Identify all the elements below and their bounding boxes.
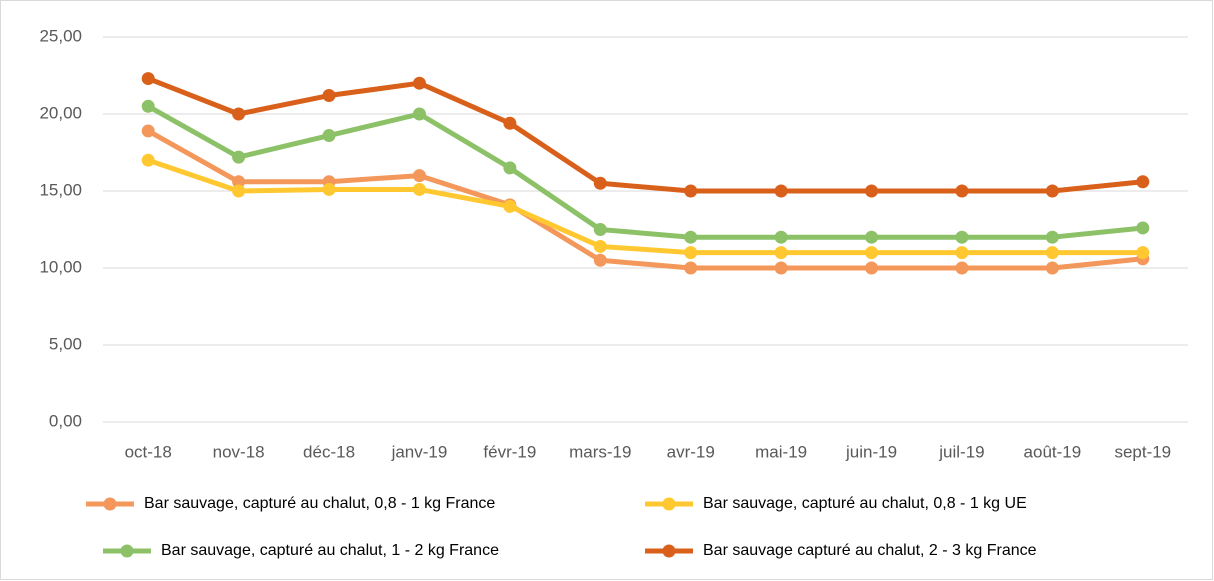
- point: [684, 261, 698, 275]
- x-tick-label: nov-18: [213, 442, 265, 461]
- point: [684, 246, 698, 260]
- point: [322, 182, 336, 196]
- point: [1045, 246, 1059, 260]
- point: [684, 184, 698, 198]
- x-tick-label: août-19: [1024, 442, 1082, 461]
- legend-label: Bar sauvage, capturé au chalut, 1 - 2 kg…: [161, 542, 499, 559]
- x-tick-label: févr-19: [483, 442, 536, 461]
- point: [593, 253, 607, 267]
- point: [1136, 246, 1150, 260]
- legend-marker: [662, 544, 676, 558]
- x-tick-label: avr-19: [667, 442, 715, 461]
- legend-label: Bar sauvage, capturé au chalut, 0,8 - 1 …: [144, 495, 495, 512]
- point: [141, 124, 155, 138]
- y-tick-label: 25,00: [39, 26, 82, 45]
- point: [593, 223, 607, 236]
- point: [1045, 184, 1059, 198]
- y-tick-label: 0,00: [49, 411, 82, 430]
- legend: Bar sauvage, capturé au chalut, 0,8 - 1 …: [86, 495, 1037, 559]
- point: [865, 230, 879, 244]
- series-line: [146, 128, 1144, 271]
- legend-marker: [662, 497, 676, 511]
- point: [865, 261, 879, 275]
- legend-marker: [103, 497, 117, 511]
- point: [322, 129, 336, 143]
- point: [593, 239, 607, 253]
- point: [593, 176, 607, 190]
- legend-label: Bar sauvage, capturé au chalut, 0,8 - 1 …: [703, 495, 1027, 512]
- x-tick-label: mars-19: [569, 442, 631, 461]
- y-tick-label: 5,00: [49, 334, 82, 353]
- y-tick-label: 10,00: [39, 257, 82, 276]
- point: [232, 175, 246, 189]
- point: [684, 230, 698, 244]
- point: [865, 184, 879, 198]
- point: [412, 76, 426, 90]
- point: [503, 199, 517, 213]
- point: [865, 246, 879, 260]
- point: [322, 89, 336, 103]
- point: [141, 99, 155, 113]
- point: [955, 184, 969, 198]
- x-tick-label: juil-19: [938, 442, 984, 461]
- y-tick-label: 20,00: [39, 103, 82, 122]
- x-tick-label: déc-18: [303, 442, 355, 461]
- point: [1136, 221, 1150, 235]
- legend-marker: [120, 544, 134, 558]
- point: [774, 246, 788, 260]
- y-tick-label: 15,00: [39, 180, 82, 199]
- point: [955, 230, 969, 244]
- legend-label: Bar sauvage capturé au chalut, 2 - 3 kg …: [703, 542, 1037, 559]
- point: [1045, 261, 1059, 275]
- point: [1045, 230, 1059, 244]
- point: [774, 184, 788, 198]
- x-tick-label: mai-19: [755, 442, 807, 461]
- point: [232, 150, 246, 164]
- point: [503, 116, 517, 130]
- point: [232, 184, 246, 198]
- point: [232, 107, 246, 121]
- point: [1136, 175, 1150, 189]
- point: [774, 230, 788, 244]
- x-tick-label: janv-19: [391, 442, 448, 461]
- series-line: [147, 76, 1144, 194]
- point: [141, 153, 155, 167]
- point: [412, 182, 426, 196]
- point: [412, 107, 426, 121]
- point: [412, 169, 426, 183]
- series-line: [147, 157, 1143, 256]
- x-tick-label: oct-18: [125, 442, 172, 461]
- point: [955, 261, 969, 275]
- series-line: [146, 104, 1144, 240]
- x-tick-label: juin-19: [845, 442, 897, 461]
- point: [503, 161, 517, 175]
- x-tick-label: sept-19: [1114, 442, 1171, 461]
- point: [774, 261, 788, 275]
- point: [141, 72, 155, 86]
- point: [955, 246, 969, 260]
